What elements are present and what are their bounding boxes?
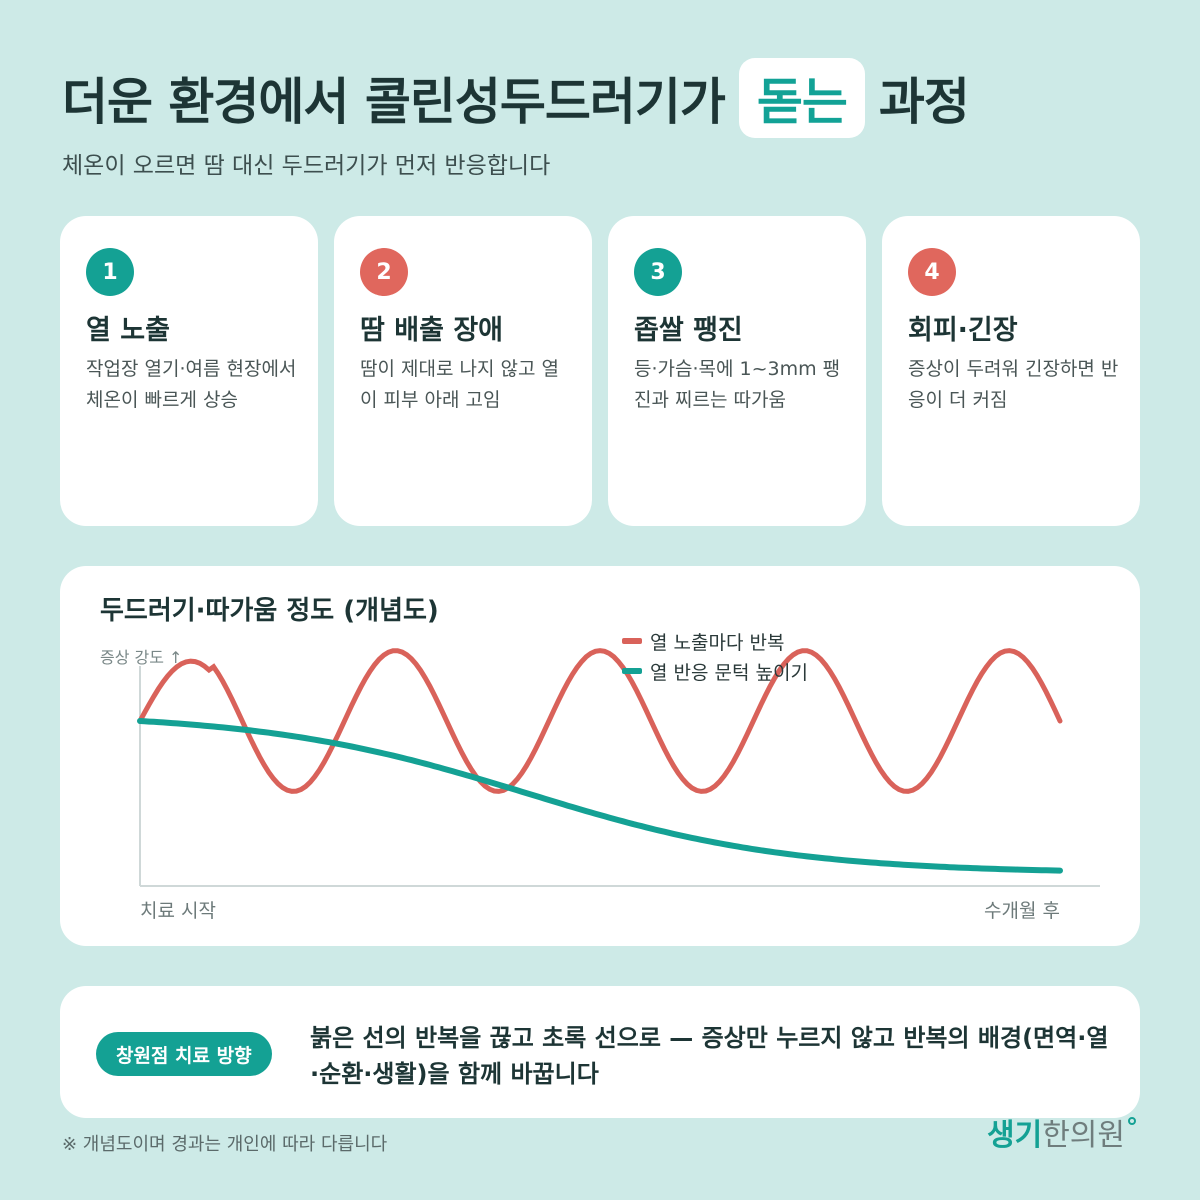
step-description: 등·가슴·목에 1~3mm 팽진과 찌르는 따가움 — [634, 358, 841, 411]
step-title: 땀 배출 장애 — [360, 315, 503, 346]
step-card-4: 4 회피·긴장 증상이 두려워 긴장하면 반응이 더 커짐 — [882, 216, 1140, 526]
step-cards: 1 열 노출 작업장 열기·여름 현장에서 체온이 빠르게 상승 2 땀 배출 … — [60, 216, 1140, 526]
step-description: 증상이 두려워 긴장하면 반응이 더 커짐 — [908, 358, 1119, 411]
treatment-badge: 창원점 치료 방향 — [96, 1032, 272, 1076]
legend-label: 열 반응 문턱 높이기 — [650, 661, 808, 684]
step-card-2: 2 땀 배출 장애 땀이 제대로 나지 않고 열이 피부 아래 고임 — [334, 216, 592, 526]
x-axis-start-label: 치료 시작 — [140, 900, 216, 922]
chart-title: 두드러기·따가움 정도 (개념도) — [100, 596, 439, 626]
step-card-1: 1 열 노출 작업장 열기·여름 현장에서 체온이 빠르게 상승 — [60, 216, 318, 526]
brand-name-primary: 생기 — [986, 1118, 1043, 1153]
chart-panel: 두드러기·따가움 정도 (개념도) 증상 강도 ↑ 열 노출마다 반복 열 반응… — [60, 566, 1140, 946]
step-number-badge: 2 — [360, 248, 408, 296]
legend-item: 열 반응 문턱 높이기 — [622, 656, 808, 686]
y-axis-label: 증상 강도 ↑ — [100, 648, 183, 667]
title-text-after: 과정 — [878, 73, 970, 131]
page-subtitle: 체온이 오르면 땀 대신 두드러기가 먼저 반응합니다 — [62, 153, 551, 179]
step-description: 작업장 열기·여름 현장에서 체온이 빠르게 상승 — [86, 358, 297, 411]
legend-item: 열 노출마다 반복 — [622, 626, 808, 656]
page-title: 더운 환경에서 콜린성두드러기가 돋는 과정 — [62, 58, 970, 138]
treatment-note-text: 붉은 선의 반복을 끊고 초록 선으로 — 증상만 누르지 않고 반복의 배경(… — [310, 1024, 1109, 1088]
step-card-3: 3 좁쌀 팽진 등·가슴·목에 1~3mm 팽진과 찌르는 따가움 — [608, 216, 866, 526]
treatment-note-panel: 창원점 치료 방향 붉은 선의 반복을 끊고 초록 선으로 — 증상만 누르지 … — [60, 986, 1140, 1118]
brand-name-secondary: 한의원 — [1042, 1118, 1125, 1153]
legend-swatch — [622, 638, 642, 644]
step-title: 열 노출 — [86, 315, 170, 346]
step-number-badge: 3 — [634, 248, 682, 296]
step-number-badge: 1 — [86, 248, 134, 296]
legend-label: 열 노출마다 반복 — [650, 631, 785, 654]
step-description: 땀이 제대로 나지 않고 열이 피부 아래 고임 — [360, 358, 559, 411]
series-line-repeat — [137, 648, 1063, 794]
title-text-before: 더운 환경에서 콜린성두드러기가 — [62, 73, 726, 131]
series-line-threshold — [137, 718, 1063, 874]
step-title: 좁쌀 팽진 — [634, 315, 743, 346]
step-number-badge: 4 — [908, 248, 956, 296]
brand-logo: 생기 한의원 — [987, 1110, 1136, 1154]
step-title: 회피·긴장 — [908, 315, 1018, 346]
legend-swatch — [622, 668, 642, 674]
footnote: ※ 개념도이며 경과는 개인에 따라 다릅니다 — [62, 1134, 388, 1155]
brand-circle-icon — [1128, 1117, 1136, 1125]
title-highlight: 돋는 — [738, 58, 865, 138]
chart-legend: 열 노출마다 반복 열 반응 문턱 높이기 — [622, 626, 808, 686]
line-chart — [137, 648, 1100, 887]
x-axis-end-label: 수개월 후 — [984, 900, 1060, 922]
